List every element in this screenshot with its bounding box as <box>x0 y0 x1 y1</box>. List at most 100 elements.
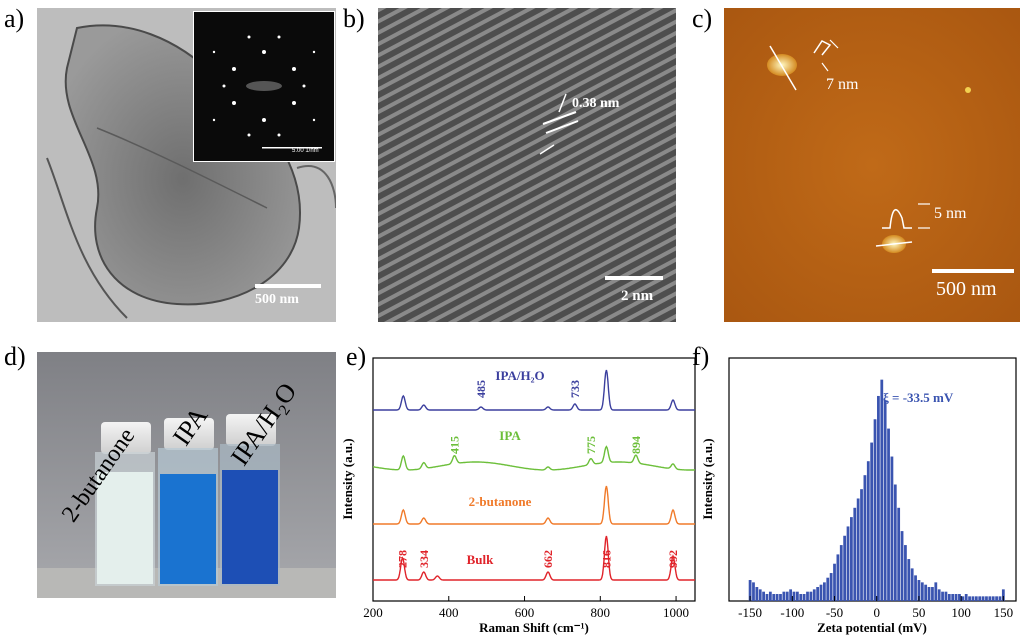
zeta-bar <box>887 428 890 601</box>
zeta-bar <box>931 587 934 601</box>
raman-peak-label: 992 <box>666 550 680 568</box>
zeta-bar <box>789 589 793 601</box>
raman-spectrum-line <box>373 535 695 581</box>
zeta-annotation: ξ = -33.5 mV <box>883 390 954 405</box>
zeta-bar <box>768 591 772 601</box>
zeta-bar <box>775 594 779 601</box>
zeta-bar <box>765 594 769 601</box>
raman-peak-label: 733 <box>568 380 582 398</box>
afm-height-label-2: 5 nm <box>934 205 967 222</box>
zeta-bar <box>927 587 931 601</box>
raman-spectrum-line <box>373 485 695 525</box>
panel-label-f: f) <box>692 342 710 371</box>
zeta-tick-label: -100 <box>780 605 804 620</box>
zeta-tick-label: 0 <box>873 605 880 620</box>
afm-scalebar-label: 500 nm <box>936 278 997 300</box>
raman-peak-labels: IPA/H₂O 485 733 IPA 415 775 894 2-butanone Bulk 2… <box>396 368 680 568</box>
zeta-bar <box>822 582 826 601</box>
panel-label-a: a) <box>4 4 25 33</box>
raman-chart: 200 400 600 800 1000 IPA/H₂O 485 733 IPA 415 775 8… <box>340 357 696 635</box>
zeta-bar <box>836 554 840 601</box>
zeta-bar <box>819 584 823 601</box>
raman-tick-label: 600 <box>515 605 535 620</box>
zeta-bar <box>873 419 877 601</box>
zeta-bar <box>951 594 955 601</box>
raman-xlabel: Raman Shift (cm⁻¹) <box>479 620 589 635</box>
zeta-bar <box>924 584 928 601</box>
zeta-bar <box>779 594 782 601</box>
raman-peak-label: 662 <box>541 550 555 568</box>
raman-x-ticks: 200 400 600 800 1000 <box>363 596 689 620</box>
raman-spectra <box>372 369 695 581</box>
zeta-bar <box>829 573 833 601</box>
zeta-bar <box>833 563 836 601</box>
zeta-bar <box>914 575 917 601</box>
zeta-bar <box>920 582 924 601</box>
zeta-bar <box>816 587 820 601</box>
zeta-bar <box>934 582 938 601</box>
zeta-bar <box>863 475 867 601</box>
zeta-bar <box>846 526 850 601</box>
afm-height-label-1: 7 nm <box>826 76 859 93</box>
zeta-bar <box>839 545 843 601</box>
tem-image: 500 nm 5.00 1/nm <box>37 8 336 322</box>
zeta-bar <box>795 591 799 601</box>
saed-scale-label: 5.00 1/nm <box>292 148 319 154</box>
zeta-bar <box>985 596 988 601</box>
panel-label-c: c) <box>692 4 713 33</box>
zeta-ylabel: Intensity (a.u.) <box>700 438 715 519</box>
raman-peak-label: 816 <box>599 550 613 568</box>
zeta-bar <box>900 531 904 601</box>
panel-label-d: d) <box>4 342 26 371</box>
raman-peak-label: 334 <box>417 550 431 568</box>
lattice-spacing-label: 0.38 nm <box>572 96 620 111</box>
zeta-bar <box>964 594 968 601</box>
zeta-bar <box>995 596 998 601</box>
zeta-x-ticks: -150 -100 -50 0 50 100 150 <box>738 596 1013 620</box>
panel-label-e: e) <box>346 342 367 371</box>
zeta-bar <box>785 591 789 601</box>
zeta-bar <box>853 507 857 601</box>
zeta-bar <box>752 582 755 601</box>
zeta-bar <box>991 596 995 601</box>
zeta-tick-label: 50 <box>912 605 925 620</box>
raman-tick-label: 800 <box>591 605 611 620</box>
zeta-xlabel: Zeta potential (mV) <box>817 620 927 635</box>
zeta-bar <box>870 442 874 601</box>
raman-peak-label: 894 <box>629 436 643 454</box>
raman-ylabel: Intensity (a.u.) <box>340 438 355 519</box>
zeta-tick-label: -150 <box>738 605 762 620</box>
raman-peak-label: 775 <box>584 436 598 454</box>
zeta-bar <box>971 596 975 601</box>
zeta-bar <box>782 591 786 601</box>
zeta-bar <box>988 596 992 601</box>
zeta-bar <box>866 461 870 601</box>
zeta-bar <box>907 559 911 601</box>
zeta-bar <box>890 456 894 601</box>
zeta-tick-label: -50 <box>826 605 843 620</box>
zeta-bar <box>974 596 978 601</box>
panel-label-b: b) <box>343 4 365 33</box>
zeta-bar <box>860 489 863 601</box>
zeta-bar <box>802 594 806 601</box>
hrtem-scalebar-label: 2 nm <box>621 288 654 304</box>
afm-image: 7 nm 5 nm 500 nm <box>724 8 1020 322</box>
raman-tick-label: 200 <box>363 605 383 620</box>
zeta-bar <box>812 589 816 601</box>
zeta-bar <box>917 580 921 601</box>
raman-series-name: Bulk <box>467 552 495 567</box>
raman-plot-frame <box>372 357 696 602</box>
zeta-bar <box>937 589 941 601</box>
tem-scalebar-label: 500 nm <box>255 292 299 307</box>
zeta-bar <box>809 591 813 601</box>
zeta-bar <box>799 594 803 601</box>
zeta-bar <box>978 596 982 601</box>
zeta-bar <box>755 587 759 601</box>
raman-series-name: 2-butanone <box>469 494 532 509</box>
diffraction-pattern <box>212 35 322 149</box>
hrtem-image: 0.38 nm 2 nm <box>378 8 676 322</box>
zeta-bar <box>880 379 884 601</box>
zeta-bar <box>958 594 961 601</box>
zeta-bar <box>748 580 752 601</box>
zeta-bar <box>792 591 796 601</box>
